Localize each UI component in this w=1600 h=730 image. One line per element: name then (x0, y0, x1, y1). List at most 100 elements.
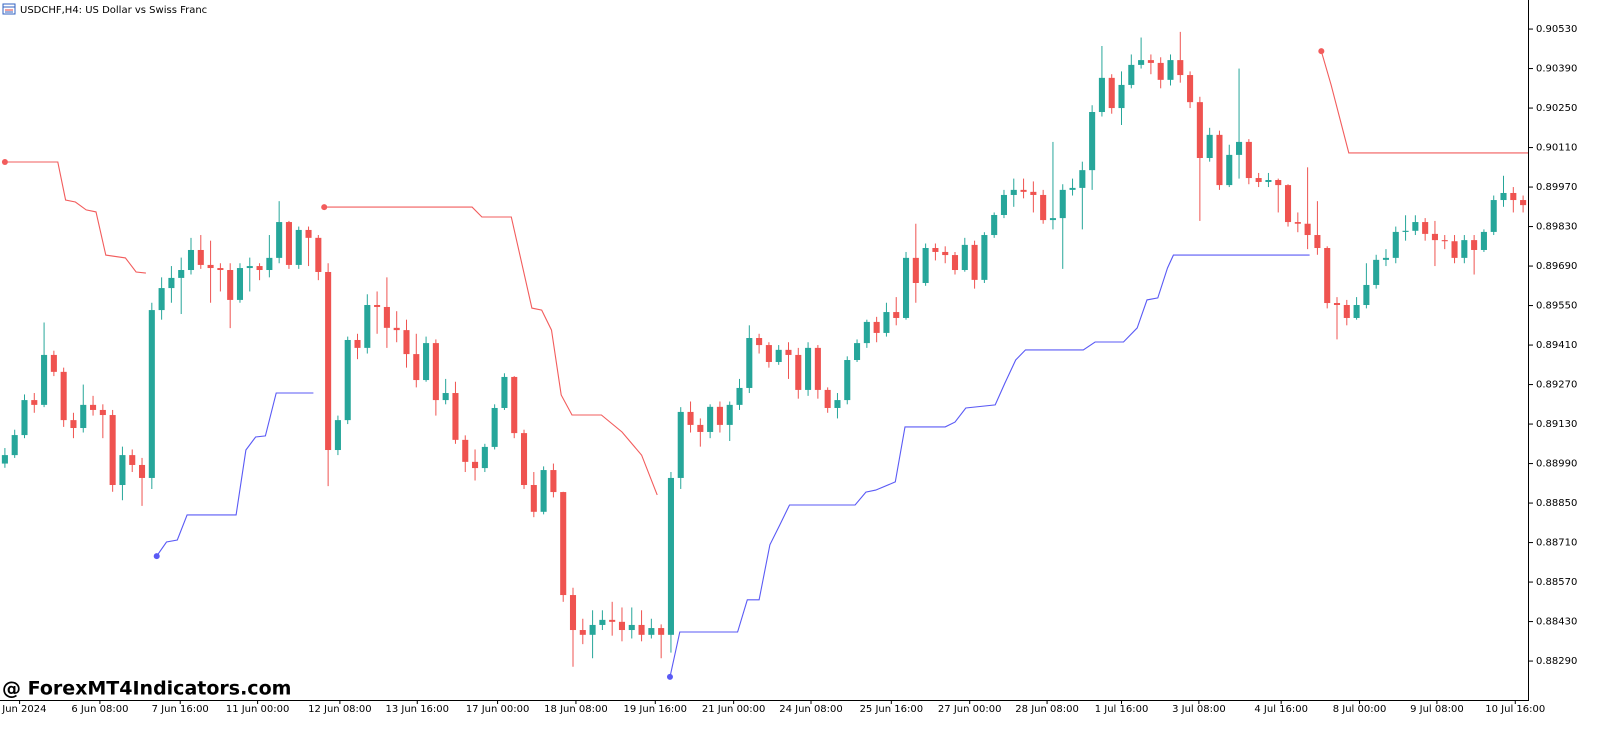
y-tick-label: 0.89410 (1536, 340, 1577, 351)
candle-body (129, 455, 136, 465)
candle-body (1441, 240, 1448, 242)
x-tick-label: 25 Jun 16:00 (860, 704, 924, 715)
candle-body (834, 400, 841, 408)
y-tick-label: 0.90250 (1536, 103, 1577, 114)
candle-body (41, 354, 48, 405)
x-tick-label: 12 Jun 08:00 (308, 704, 372, 715)
candle-body (785, 349, 792, 355)
candle-body (756, 338, 763, 346)
candle-body (21, 400, 28, 436)
candle-body (1382, 257, 1390, 260)
x-tick-label: 4 Jul 16:00 (1254, 704, 1308, 715)
candle-body (589, 624, 596, 635)
candle-body (1353, 304, 1360, 318)
x-tick-label: 11 Jun 00:00 (226, 704, 290, 715)
candle-body (530, 485, 537, 512)
plot (1, 31, 1528, 680)
candle-body (550, 470, 557, 493)
y-tick-label: 0.89550 (1536, 301, 1577, 312)
candle-body (1333, 303, 1341, 305)
x-tick-label: 28 Jun 08:00 (1015, 704, 1079, 715)
candle-body (1255, 178, 1262, 182)
candle-body (1490, 200, 1497, 232)
candle-body (599, 619, 606, 625)
x-tick-label: 21 Jun 00:00 (702, 704, 766, 715)
y-tick-label: 0.88850 (1536, 498, 1577, 509)
indicator-dot (1318, 48, 1325, 55)
candle-body (1147, 60, 1154, 63)
candle-body (1167, 60, 1174, 80)
candle-body (1118, 84, 1125, 109)
candle-body (383, 306, 390, 328)
y-tick-label: 0.88710 (1536, 538, 1577, 549)
candle-body (305, 229, 312, 238)
candle-body (1422, 222, 1429, 234)
x-tick-label: 5 Jun 2024 (0, 704, 46, 715)
candle-body (1049, 218, 1056, 221)
candle-body (805, 347, 812, 390)
candle-body (1010, 189, 1017, 195)
candle-body (276, 222, 283, 258)
candle-body (1500, 192, 1507, 201)
candle-body (844, 360, 851, 401)
candle-body (961, 244, 968, 271)
candle-body (393, 327, 400, 331)
candle-body (951, 255, 959, 271)
candle-body (863, 321, 870, 344)
candle-body (540, 470, 547, 512)
candle-body (472, 461, 479, 469)
candle-body (824, 389, 831, 408)
candle-body (511, 376, 518, 434)
x-tick-label: 18 Jun 08:00 (544, 704, 608, 715)
indicator-dot (1, 158, 8, 165)
candle-body (1373, 259, 1380, 285)
candle-body (246, 266, 253, 269)
candle-body (814, 347, 821, 390)
candle-body (423, 343, 430, 381)
y-tick-label: 0.89830 (1536, 222, 1577, 233)
y-tick-label: 0.90390 (1536, 64, 1577, 75)
candle-body (1196, 102, 1203, 159)
indicator-line (156, 254, 1310, 678)
candle-body (1304, 223, 1311, 236)
candle-body (227, 270, 234, 300)
candle-body (1236, 141, 1243, 155)
candle-body (1294, 222, 1301, 224)
y-tick-label: 0.89690 (1536, 261, 1577, 272)
candle-body (442, 393, 449, 401)
candle-body (883, 312, 890, 333)
candle-body (207, 264, 214, 269)
x-tick-label: 9 Jul 08:00 (1410, 704, 1464, 715)
y-tick-label: 0.88990 (1536, 459, 1577, 470)
candle-body (236, 268, 244, 300)
indicator-dot (666, 673, 673, 680)
candle-body (187, 249, 195, 271)
candle-body (687, 411, 694, 425)
candle-body (354, 339, 361, 348)
candle-body (716, 406, 723, 425)
candle-body (1040, 194, 1047, 221)
candle-body (364, 304, 371, 348)
indicator-line (4, 50, 1528, 496)
candle-body (677, 411, 684, 478)
candle-body (99, 409, 106, 416)
candle-body (1216, 134, 1223, 186)
x-tick-label: 24 Jun 08:00 (779, 704, 843, 715)
candle-body (1245, 141, 1252, 179)
candle-body (491, 407, 498, 447)
candle-body (726, 404, 733, 425)
candle-body (1520, 200, 1527, 206)
candle-body (344, 339, 351, 421)
candle-body (1284, 185, 1292, 223)
candle-body (295, 229, 302, 265)
candle-body (90, 404, 97, 410)
candle-body (1343, 304, 1350, 318)
candle-body (1324, 248, 1331, 304)
x-tick-label: 17 Jun 00:00 (466, 704, 530, 715)
x-tick-label: 27 Jun 00:00 (938, 704, 1002, 715)
candle-body (609, 619, 616, 622)
candle-body (765, 345, 772, 362)
y-tick-label: 0.89130 (1536, 419, 1577, 430)
candle-body (1275, 180, 1282, 186)
candle-body (168, 277, 175, 289)
